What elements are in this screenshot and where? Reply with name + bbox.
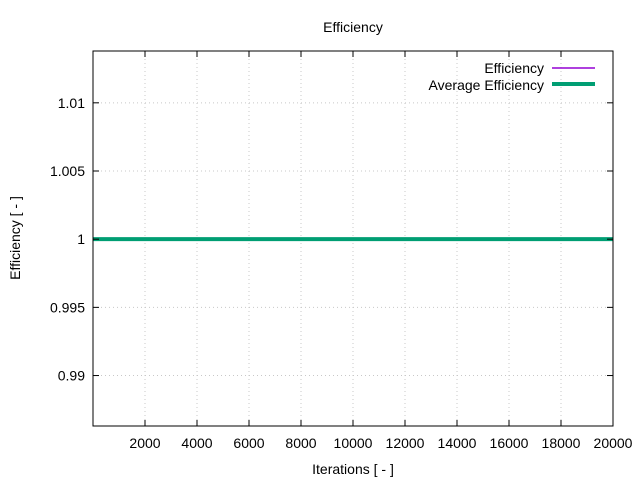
legend-label-average-efficiency: Average Efficiency: [429, 77, 544, 93]
y-tick-label: 0.995: [50, 299, 85, 315]
x-tick-label: 2000: [129, 435, 160, 451]
x-tick-label: 20000: [594, 435, 633, 451]
legend: Efficiency Average Efficiency: [429, 60, 595, 93]
x-tick-label: 16000: [490, 435, 529, 451]
x-tick-label: 4000: [181, 435, 212, 451]
y-tick-label: 1.01: [58, 95, 85, 111]
y-tick-label: 1: [77, 231, 85, 247]
x-tick-label: 8000: [285, 435, 316, 451]
x-axis-label: Iterations [ - ]: [312, 461, 394, 477]
x-tick-label: 12000: [386, 435, 425, 451]
chart-title: Efficiency: [323, 19, 383, 35]
x-tick-label: 6000: [233, 435, 264, 451]
y-tick-label: 0.99: [58, 368, 85, 384]
x-axis: 2000 4000 6000 8000 10000 12000 14000 16000 1800…: [129, 51, 633, 451]
y-tick-label: 1.005: [50, 163, 85, 179]
x-tick-label: 14000: [438, 435, 477, 451]
legend-label-efficiency: Efficiency: [484, 60, 544, 76]
y-axis: 0.99 0.995 1 1.005 1.01: [50, 95, 613, 384]
x-tick-label: 10000: [334, 435, 373, 451]
x-tick-label: 18000: [542, 435, 581, 451]
y-axis-label: Efficiency [ - ]: [7, 196, 23, 280]
